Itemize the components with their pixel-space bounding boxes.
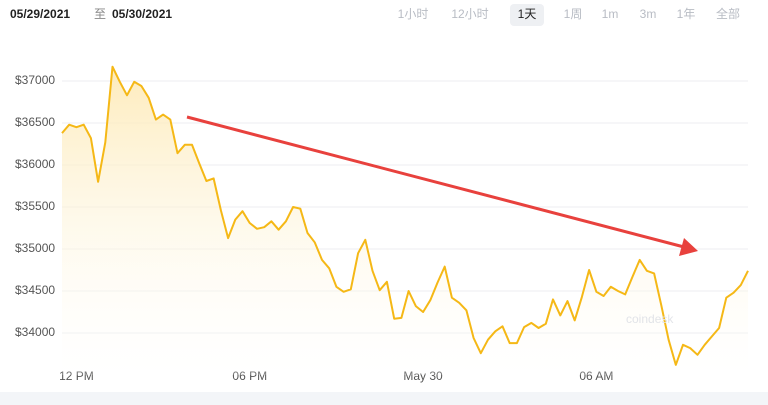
range-button[interactable]: 12小时: [451, 7, 488, 21]
footer-strip: [0, 392, 768, 405]
watermark: coindesk: [626, 312, 674, 326]
plot: $34000 $34500 $35000 $35500 $36000 $36500 $370…: [15, 65, 749, 383]
range-button-label: 全部: [716, 6, 740, 21]
range-button-label: 3m: [640, 7, 657, 21]
y-tick-label: $37000: [15, 73, 55, 87]
price-line: [61, 65, 749, 366]
area: [62, 66, 748, 375]
y-tick-label: $34500: [15, 283, 55, 297]
range-button[interactable]: 1年: [677, 7, 696, 21]
date-from: 05/29/2021: [10, 7, 70, 21]
range-button-label: 1m: [602, 7, 619, 21]
y-tick-label: $35000: [15, 241, 55, 255]
y-tick-label: $36000: [15, 157, 55, 171]
date-to: 05/30/2021: [112, 7, 172, 21]
range-button[interactable]: 1m: [602, 7, 619, 21]
range-button-bg: [510, 4, 544, 26]
range-button-label: 1年: [677, 7, 696, 21]
range-button-label: 12小时: [451, 7, 488, 21]
range-button[interactable]: 1周: [564, 7, 583, 21]
range-button-label: 1周: [564, 7, 583, 21]
date-separator: 至: [94, 7, 106, 21]
range-button[interactable]: 全部: [716, 6, 740, 21]
range-button[interactable]: 3m: [640, 7, 657, 21]
y-tick-label: $35500: [15, 199, 55, 213]
range-button-label: 1天: [518, 7, 537, 21]
range-button[interactable]: 1小时: [398, 7, 429, 21]
range-button-label: 1小时: [398, 7, 429, 21]
trend-arrow: [186, 115, 698, 256]
range-button[interactable]: 1天: [510, 4, 544, 26]
y-tick-label: $34000: [15, 325, 55, 339]
y-tick-label: $36500: [15, 115, 55, 129]
